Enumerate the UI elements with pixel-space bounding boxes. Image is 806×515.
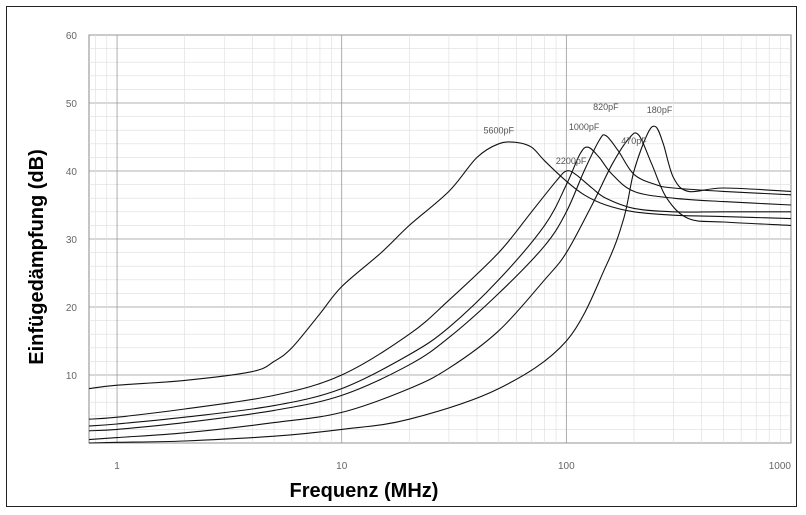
- y-tick-labels: 10 20 30 40 50 60: [66, 31, 78, 382]
- curve-label: 1000pF: [569, 122, 600, 132]
- y-tick-label: 60: [66, 31, 78, 42]
- curve-label: 820pF: [593, 102, 619, 112]
- y-tick-label: 20: [66, 303, 78, 314]
- series-line-1000pF: [88, 146, 792, 427]
- series-lines: [88, 125, 792, 444]
- x-tick-label: 100: [558, 461, 575, 472]
- y-tick-label: 30: [66, 235, 78, 246]
- y-tick-label: 10: [66, 371, 78, 382]
- insertion-loss-chart: 10 20 30 40 50 60 1 10 100 1000 5600pF 2200pF 1000…: [26, 31, 792, 502]
- x-axis-label: Frequenz (MHz): [290, 480, 439, 502]
- y-tick-label: 50: [66, 99, 78, 110]
- series-line-2200pF: [88, 170, 791, 420]
- x-tick-labels: 1 10 100 1000: [114, 461, 791, 472]
- x-tick-label: 1000: [769, 461, 792, 472]
- y-axis-label: Einfügedämpfung (dB): [26, 149, 48, 365]
- x-tick-label: 1: [114, 461, 120, 472]
- series-line-820pF: [88, 134, 792, 432]
- grid-lines: [88, 34, 792, 444]
- chart-frame: 10 20 30 40 50 60 1 10 100 1000 5600pF 2200pF 1000…: [6, 6, 797, 507]
- curve-label: 180pF: [647, 105, 673, 115]
- series-line-470pF: [88, 132, 792, 441]
- curve-label: 2200pF: [556, 156, 587, 166]
- curve-label: 5600pF: [483, 126, 514, 136]
- series-line-5600pF: [88, 141, 792, 390]
- curve-label: 470pF: [621, 136, 647, 146]
- curve-annotations: 5600pF 2200pF 1000pF 820pF 470pF 180pF: [483, 102, 672, 166]
- x-tick-label: 10: [336, 461, 348, 472]
- series-line-180pF: [88, 125, 792, 444]
- y-tick-label: 40: [66, 167, 78, 178]
